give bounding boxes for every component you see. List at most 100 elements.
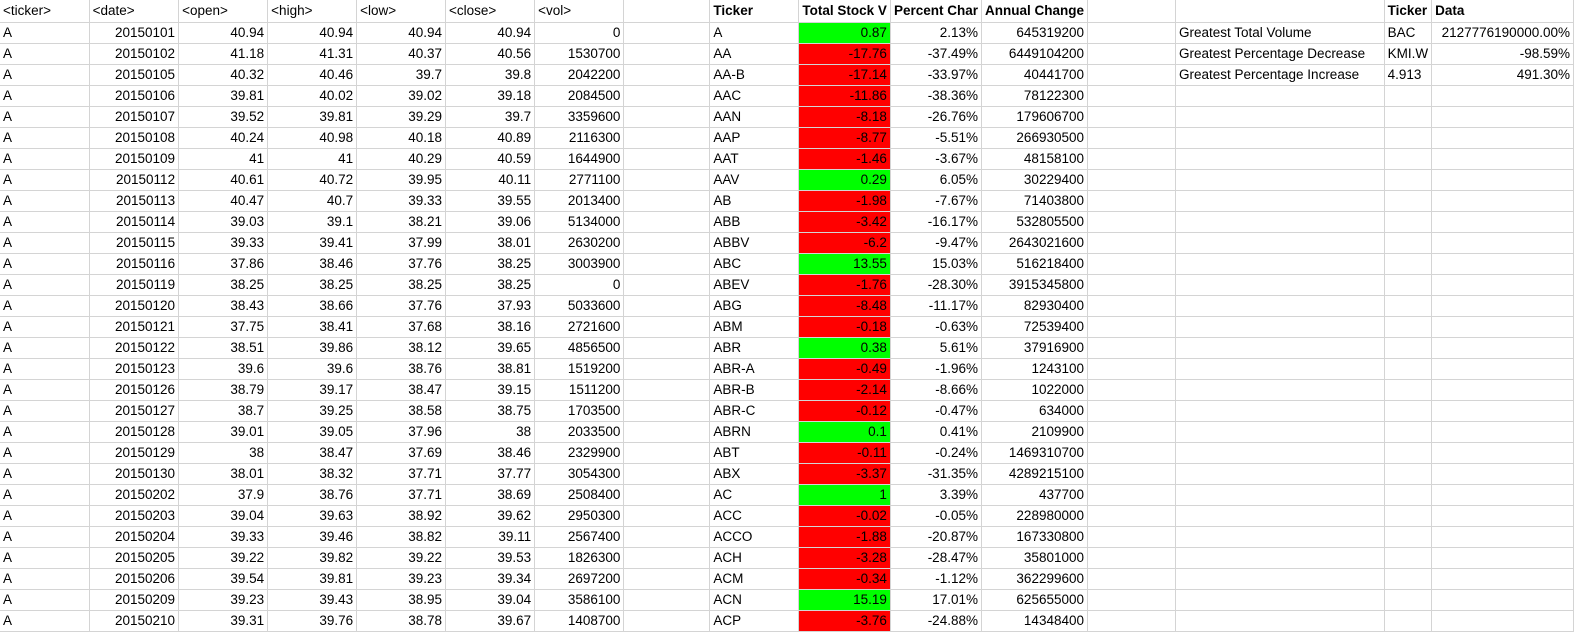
empty-cell[interactable] bbox=[1384, 421, 1433, 443]
empty-cell[interactable] bbox=[623, 547, 711, 569]
yearly-change-cell[interactable]: 0.38 bbox=[798, 337, 891, 359]
greatest-ticker[interactable]: BAC bbox=[1384, 22, 1433, 44]
empty-cell[interactable] bbox=[1087, 421, 1176, 443]
cell[interactable]: A bbox=[0, 358, 90, 380]
empty-cell[interactable] bbox=[1384, 610, 1433, 632]
cell[interactable]: 1519200 bbox=[534, 358, 625, 380]
cell[interactable]: 38.01 bbox=[178, 463, 269, 485]
cell[interactable]: 41.18 bbox=[178, 43, 269, 65]
empty-cell[interactable] bbox=[1384, 526, 1433, 548]
cell[interactable]: 39.22 bbox=[178, 547, 269, 569]
empty-cell[interactable] bbox=[623, 127, 711, 149]
summary-cell[interactable]: AAV bbox=[709, 169, 800, 191]
summary-cell[interactable]: ABBV bbox=[709, 232, 800, 254]
empty-cell[interactable] bbox=[1384, 106, 1433, 128]
summary-cell[interactable]: AAT bbox=[709, 148, 800, 170]
empty-cell[interactable] bbox=[1087, 106, 1176, 128]
empty-cell[interactable] bbox=[1175, 169, 1385, 191]
summary-cell[interactable]: ACN bbox=[709, 589, 800, 611]
cell[interactable]: A bbox=[0, 505, 90, 527]
cell[interactable]: 38.51 bbox=[178, 337, 269, 359]
greatest-label[interactable]: Greatest Percentage Increase bbox=[1175, 64, 1385, 86]
cell[interactable]: 38.01 bbox=[445, 232, 536, 254]
column-header[interactable]: <ticker> bbox=[0, 0, 90, 23]
summary-cell[interactable]: ACCO bbox=[709, 526, 800, 548]
greatest-header[interactable]: Data bbox=[1431, 0, 1574, 23]
column-header[interactable]: <low> bbox=[356, 0, 447, 23]
cell[interactable]: 39.63 bbox=[267, 505, 358, 527]
cell[interactable]: 2721600 bbox=[534, 316, 625, 338]
summary-cell[interactable]: 3.39% bbox=[890, 484, 982, 506]
summary-cell[interactable]: 228980000 bbox=[981, 505, 1089, 527]
empty-cell[interactable] bbox=[1384, 190, 1433, 212]
empty-cell[interactable] bbox=[1431, 526, 1574, 548]
cell[interactable]: 3359600 bbox=[534, 106, 625, 128]
cell[interactable]: 40.02 bbox=[267, 85, 358, 107]
cell[interactable]: 20150204 bbox=[89, 526, 180, 548]
cell[interactable]: 39.54 bbox=[178, 568, 269, 590]
summary-cell[interactable]: 48158100 bbox=[981, 148, 1089, 170]
summary-cell[interactable]: -28.47% bbox=[890, 547, 982, 569]
empty-cell[interactable] bbox=[623, 295, 711, 317]
cell[interactable]: 1826300 bbox=[534, 547, 625, 569]
cell[interactable]: 38.25 bbox=[445, 253, 536, 275]
cell[interactable]: 2084500 bbox=[534, 85, 625, 107]
yearly-change-cell[interactable]: -3.42 bbox=[798, 211, 891, 233]
empty-cell[interactable] bbox=[1431, 274, 1574, 296]
cell[interactable]: A bbox=[0, 211, 90, 233]
cell[interactable]: 37.69 bbox=[356, 442, 447, 464]
empty-cell[interactable] bbox=[1175, 274, 1385, 296]
yearly-change-cell[interactable]: -0.34 bbox=[798, 568, 891, 590]
cell[interactable]: 37.9 bbox=[178, 484, 269, 506]
summary-cell[interactable]: -11.17% bbox=[890, 295, 982, 317]
cell[interactable]: 20150206 bbox=[89, 568, 180, 590]
empty-cell[interactable] bbox=[1384, 337, 1433, 359]
summary-cell[interactable]: -38.36% bbox=[890, 85, 982, 107]
cell[interactable]: 39.53 bbox=[445, 547, 536, 569]
cell[interactable]: 39.02 bbox=[356, 85, 447, 107]
empty-cell[interactable] bbox=[1087, 274, 1176, 296]
cell[interactable]: 38.76 bbox=[356, 358, 447, 380]
summary-cell[interactable]: -8.66% bbox=[890, 379, 982, 401]
empty-cell[interactable] bbox=[623, 589, 711, 611]
cell[interactable]: 40.94 bbox=[267, 22, 358, 44]
summary-cell[interactable]: 17.01% bbox=[890, 589, 982, 611]
empty-cell[interactable] bbox=[623, 169, 711, 191]
empty-cell[interactable] bbox=[623, 610, 711, 632]
empty-cell[interactable] bbox=[1087, 169, 1176, 191]
summary-cell[interactable]: 645319200 bbox=[981, 22, 1089, 44]
summary-cell[interactable]: 6.05% bbox=[890, 169, 982, 191]
summary-cell[interactable]: 30229400 bbox=[981, 169, 1089, 191]
empty-cell[interactable] bbox=[1384, 232, 1433, 254]
cell[interactable]: 38.32 bbox=[267, 463, 358, 485]
empty-cell[interactable] bbox=[1431, 211, 1574, 233]
greatest-value[interactable]: 2127776190000.00% bbox=[1431, 22, 1574, 44]
empty-cell[interactable] bbox=[1087, 463, 1176, 485]
cell[interactable]: A bbox=[0, 526, 90, 548]
summary-cell[interactable]: -28.30% bbox=[890, 274, 982, 296]
empty-cell[interactable] bbox=[1175, 421, 1385, 443]
empty-cell[interactable] bbox=[1175, 526, 1385, 548]
empty-cell[interactable] bbox=[1384, 85, 1433, 107]
empty-cell[interactable] bbox=[1087, 589, 1176, 611]
cell[interactable]: A bbox=[0, 22, 90, 44]
cell[interactable]: 39.23 bbox=[178, 589, 269, 611]
empty-cell[interactable] bbox=[1384, 148, 1433, 170]
greatest-label[interactable]: Greatest Total Volume bbox=[1175, 22, 1385, 44]
cell[interactable]: 40.72 bbox=[267, 169, 358, 191]
yearly-change-cell[interactable]: -1.76 bbox=[798, 274, 891, 296]
yearly-change-cell[interactable]: 1 bbox=[798, 484, 891, 506]
cell[interactable]: 39.05 bbox=[267, 421, 358, 443]
cell[interactable]: 20150128 bbox=[89, 421, 180, 443]
summary-cell[interactable]: AAN bbox=[709, 106, 800, 128]
cell[interactable]: 38.47 bbox=[267, 442, 358, 464]
cell[interactable]: 39.81 bbox=[178, 85, 269, 107]
cell[interactable]: 37.76 bbox=[356, 295, 447, 317]
cell[interactable]: 20150130 bbox=[89, 463, 180, 485]
cell[interactable]: 20150129 bbox=[89, 442, 180, 464]
cell[interactable]: 39.04 bbox=[178, 505, 269, 527]
cell[interactable]: 20150205 bbox=[89, 547, 180, 569]
cell[interactable]: A bbox=[0, 85, 90, 107]
cell[interactable]: 38.66 bbox=[267, 295, 358, 317]
empty-cell[interactable] bbox=[1431, 190, 1574, 212]
